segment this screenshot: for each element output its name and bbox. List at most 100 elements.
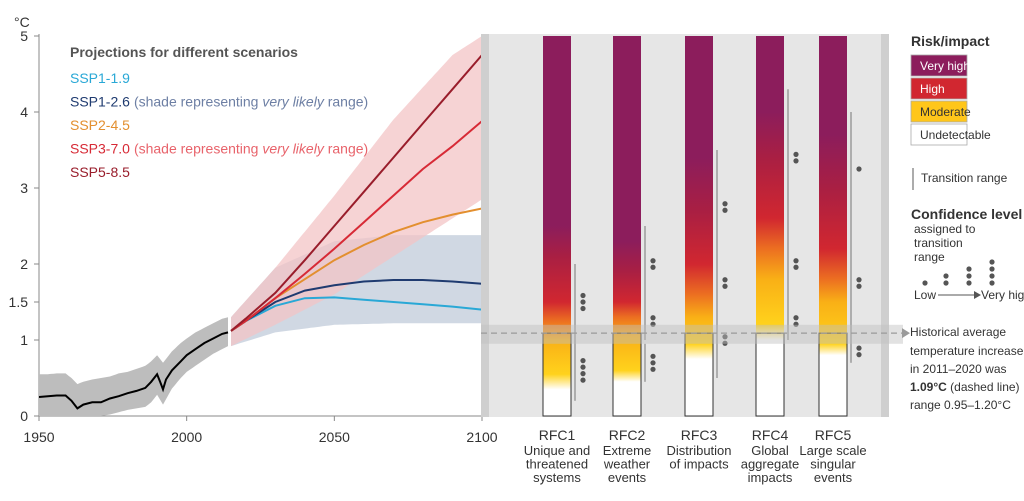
series-line-ssp3-7.0 [230,120,482,332]
historical-note-value: 1.09°C [910,380,947,394]
confidence-dot [793,315,799,321]
ember-rfc1 [542,36,586,417]
ember-bar [756,36,784,416]
ember-bar [819,36,847,416]
historical-note-line5: range 0.95–1.20°C [910,398,1011,412]
confidence-dot [793,321,799,327]
confidence-dot [650,315,656,321]
rfc-description-line: events [608,470,647,485]
historical-range-band [481,324,903,344]
legend-item-ssp5-8.5: SSP5-8.5 [70,164,130,180]
rfc-description-line: aggregate [741,457,800,472]
confidence-dot [722,277,728,283]
risk-label: Very high [920,59,970,73]
risk-label: Undetectable [920,128,991,142]
risk-legend-title: Risk/impact [911,33,990,49]
confidence-dot [989,259,995,265]
risk-swatch-high [910,77,968,100]
confidence-dot [989,280,995,286]
legend-annotation: (shade representing [134,141,262,157]
historical-note-line2: temperature increase [910,344,1024,358]
legend-item-ssp1-1.9: SSP1-1.9 [70,70,130,86]
rfc-id-label: RFC4 [752,427,789,443]
confidence-dot [650,258,656,264]
y-tick-label: 1.5 [9,294,29,310]
x-tick-label: 1950 [23,429,54,445]
series-lines [39,54,482,410]
confidence-dot [722,207,728,213]
confidence-dot [943,280,949,286]
series-line-ssp5-8.5 [230,54,482,332]
confidence-dots-legend [922,259,995,286]
risk-swatch-very-high [910,54,968,77]
rfc-description-line: weather [603,457,651,472]
confidence-dot [793,264,799,270]
risk-label: Moderate [920,105,971,119]
confidence-dot [580,371,586,377]
rfc-description-line: Large scale [799,443,866,458]
confidence-dot [793,151,799,157]
scenario-legend: Projections for different scenarios SSP1… [70,44,368,180]
rfc-id-label: RFC5 [815,427,852,443]
series-line-ssp1-1.9 [230,296,482,332]
confidence-dot [856,277,862,283]
legend-series-name: SSP1-1.9 [70,70,130,86]
panel-right-edge [881,34,889,417]
historical-arrow-icon [902,328,910,339]
historical-line [39,331,229,410]
legend-item-ssp1-2.6: SSP1-2.6 (shade representing very likely … [70,94,368,110]
confidence-dot [580,377,586,383]
legend-title: Projections for different scenarios [70,44,298,60]
rfc-description-line: Unique and [524,443,591,458]
rfc-id-label: RFC3 [681,427,718,443]
y-tick-label: 5 [20,28,28,44]
ember-bar [543,36,571,416]
rfc-description-line: singular [810,457,856,472]
confidence-dot [856,352,862,358]
rfc-id-label: RFC1 [539,427,576,443]
confidence-dot [580,305,586,312]
legend-annotation-end: range) [324,94,368,110]
legend-series-name: SSP1-2.6 [70,94,130,110]
legend-annotation-italic: very likely [262,141,324,157]
legend-series-name: SSP2-4.5 [70,117,130,133]
confidence-dot [722,201,728,207]
rfc-description-line: threatened [526,457,588,472]
risk-legend: Risk/impact Very high High Moderate Undetec… [910,33,1024,412]
confidence-subtitle-1: assigned to [914,222,976,236]
confidence-dot [989,273,995,279]
x-tick-label: 2000 [171,429,202,445]
confidence-dot [650,264,656,270]
confidence-dot [650,360,656,366]
confidence-low-label: Low [914,288,936,302]
y-tick-label: 1 [20,332,28,348]
y-tick-label: 4 [20,104,28,120]
confidence-dot [722,283,728,289]
historical-note-line1: Historical average [910,325,1006,339]
confidence-dot [966,280,972,286]
legend-series-name: SSP5-8.5 [70,164,130,180]
confidence-dot [580,358,586,364]
confidence-dot [650,321,656,327]
legend-item-ssp2-4.5: SSP2-4.5 [70,117,130,133]
legend-annotation-end: range) [324,141,368,157]
y-tick-group: 0 1 1.5 2 3 4 5 [9,28,39,424]
confidence-arrowhead-icon [974,291,981,299]
rfc-description-line: events [814,470,853,485]
rfc-description-line: Extreme [603,443,651,458]
legend-series-name: SSP3-7.0 [70,141,130,157]
ember-rfc4 [755,36,799,417]
confidence-dot [856,283,862,289]
y-unit-label: °C [14,14,30,30]
risk-swatch-moderate [910,100,968,123]
x-tick-label: 2050 [319,429,350,445]
x-tick-group: 1950 2000 2050 2100 [23,416,498,445]
confidence-dot [943,273,949,279]
ember-rfc2 [612,36,656,417]
legend-annotation: (shade representing [134,94,262,110]
confidence-dot [966,273,972,279]
ember-outline [755,332,785,417]
rfc-description-line: impacts [748,470,793,485]
